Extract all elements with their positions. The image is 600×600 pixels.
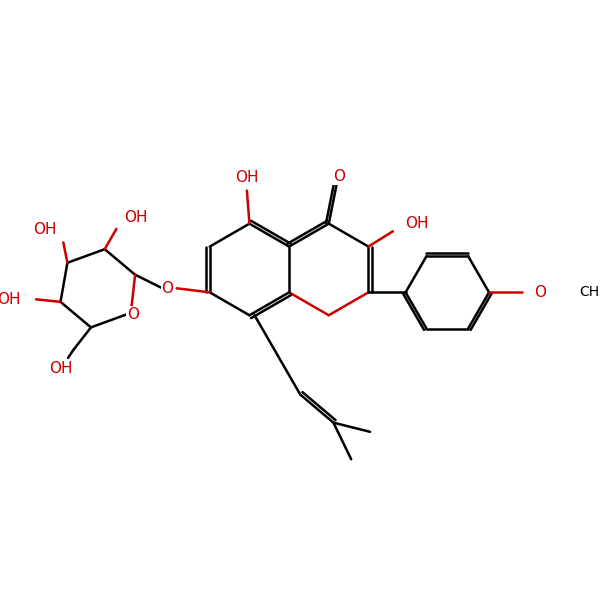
Text: OH: OH — [405, 216, 428, 231]
Text: O: O — [534, 285, 546, 300]
Text: O: O — [161, 281, 173, 296]
Text: OH: OH — [33, 222, 56, 237]
Text: OH: OH — [124, 209, 148, 224]
Text: OH: OH — [235, 170, 259, 185]
Text: O: O — [127, 307, 139, 322]
Text: CH₃: CH₃ — [579, 286, 600, 299]
Text: OH: OH — [0, 292, 21, 307]
Text: OH: OH — [49, 361, 72, 376]
Text: O: O — [333, 169, 345, 184]
